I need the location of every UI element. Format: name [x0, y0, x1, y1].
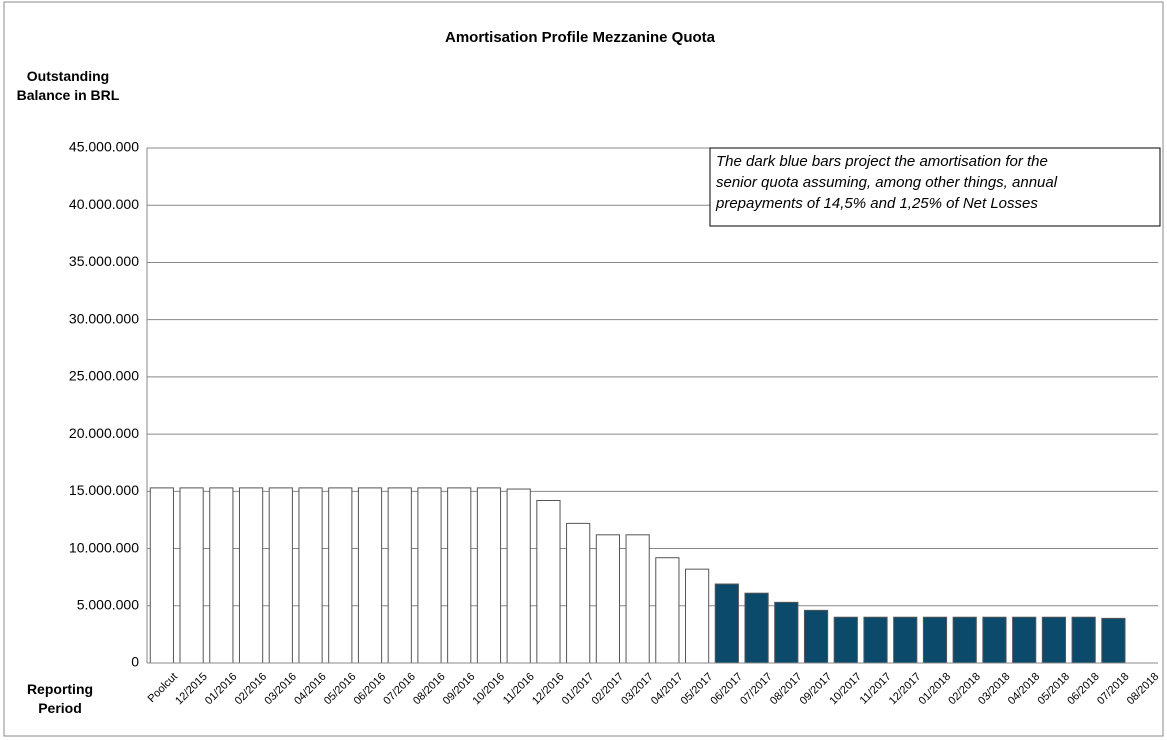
bar: [357, 487, 383, 664]
y-tick-label: 10.000.000: [69, 539, 139, 555]
annotation-line: prepayments of 14,5% and 1,25% of Net Lo…: [715, 195, 1038, 212]
y-tick-label: 25.000.000: [69, 368, 139, 384]
bar: [1041, 616, 1067, 664]
bar: [328, 487, 353, 664]
bar: [774, 601, 799, 664]
y-tick-label: 45.000.000: [69, 139, 139, 155]
bar: [655, 557, 680, 664]
bar: [298, 487, 323, 664]
y-tick-label: 15.000.000: [69, 482, 139, 498]
bar: [922, 616, 948, 664]
bar: [238, 487, 264, 664]
bar: [803, 609, 829, 664]
bar: [982, 616, 1007, 664]
y-tick-label: 20.000.000: [69, 425, 139, 441]
bar: [149, 487, 174, 664]
chart-title: Amortisation Profile Mezzanine Quota: [445, 29, 716, 46]
bar: [179, 487, 204, 664]
bar: [536, 499, 561, 664]
y-tick-label: 0: [131, 654, 139, 670]
bar: [209, 487, 234, 664]
annotation-line: senior quota assuming, among other thing…: [716, 174, 1058, 191]
bar: [447, 487, 472, 664]
bar: [1101, 617, 1126, 664]
annotation-box: [709, 147, 1161, 227]
bar: [833, 616, 858, 664]
y-tick-label: 35.000.000: [69, 253, 139, 269]
x-axis-label: Reporting Period: [26, 681, 94, 716]
bar: [952, 616, 977, 664]
bar: [268, 487, 293, 664]
bar: [1012, 616, 1037, 664]
annotation-line: The dark blue bars project the amortisat…: [716, 153, 1048, 170]
bar: [1071, 616, 1096, 664]
y-tick-label: 40.000.000: [69, 196, 139, 212]
y-tick-label: 30.000.000: [69, 310, 139, 326]
bar: [417, 487, 442, 664]
bar: [387, 487, 412, 664]
bar: [566, 522, 591, 664]
bar: [744, 592, 769, 664]
bar: [685, 568, 710, 664]
bar: [893, 616, 918, 664]
bar: [714, 583, 739, 664]
bar: [625, 534, 650, 664]
bar: [476, 487, 502, 664]
bar: [506, 488, 531, 664]
y-axis-label: Outstanding Balance in BRL: [16, 68, 120, 103]
bar: [863, 616, 888, 664]
y-tick-label: 5.000.000: [77, 596, 139, 612]
bar: [595, 534, 620, 664]
